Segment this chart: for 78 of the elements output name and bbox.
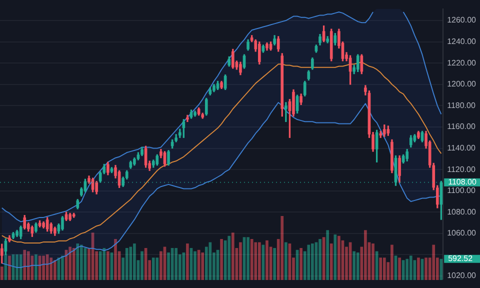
bar — [26, 251, 30, 280]
bar — [250, 239, 254, 280]
bar — [318, 239, 322, 280]
bar — [133, 244, 136, 280]
bar — [382, 258, 386, 280]
bar — [372, 244, 374, 280]
bar — [280, 216, 284, 280]
bar — [194, 251, 196, 280]
bar — [311, 244, 314, 280]
y-tick-label: 1100.00 — [447, 186, 476, 196]
bar — [424, 258, 428, 280]
bar — [156, 258, 159, 280]
bar — [114, 239, 117, 280]
bar — [98, 251, 102, 280]
bar — [338, 236, 340, 280]
bar — [80, 244, 83, 280]
bar — [76, 244, 80, 280]
bar — [239, 242, 242, 280]
ref-line-label: 1108.00 — [448, 178, 477, 187]
bar — [167, 252, 170, 280]
bar — [326, 230, 329, 280]
bar — [174, 248, 178, 280]
bar — [46, 254, 49, 280]
bar — [409, 256, 412, 280]
bar — [300, 248, 302, 280]
bar — [68, 246, 72, 280]
bar — [106, 251, 110, 280]
bar — [152, 258, 155, 280]
bar — [201, 252, 204, 280]
y-tick-label: 1220.00 — [447, 58, 477, 68]
bar — [50, 258, 53, 280]
bar — [34, 254, 38, 280]
y-tick-label: 1160.00 — [447, 122, 476, 132]
bar — [307, 244, 310, 280]
bar — [273, 248, 276, 280]
bar — [284, 242, 288, 280]
bar — [140, 251, 144, 280]
bar — [228, 236, 231, 280]
bar — [23, 250, 26, 280]
bar — [186, 244, 189, 280]
bar — [61, 256, 64, 280]
bar — [42, 256, 45, 280]
y-tick-label: 1020.00 — [447, 271, 477, 280]
bar — [0, 266, 4, 280]
bar — [129, 246, 132, 280]
bar — [72, 248, 76, 280]
bar — [432, 244, 436, 280]
bar — [356, 252, 360, 280]
bar — [246, 237, 250, 280]
y-tick-label: 1120.00 — [447, 164, 476, 174]
bar — [352, 251, 356, 280]
candlestick — [284, 102, 288, 122]
bar — [231, 232, 234, 280]
y-tick-label: 1060.00 — [447, 228, 477, 238]
bar — [330, 244, 333, 280]
bar — [125, 248, 128, 280]
y-tick-label: 1200.00 — [447, 80, 477, 89]
text: 592.52 — [448, 254, 474, 264]
bar — [364, 230, 367, 280]
bar — [334, 234, 337, 280]
y-tick-label: 1240.00 — [447, 37, 477, 46]
bar — [254, 242, 258, 280]
y-tick-label: 1180.00 — [447, 100, 476, 110]
bar — [8, 256, 11, 280]
bar — [266, 240, 268, 280]
bar — [379, 258, 382, 280]
bar — [220, 239, 223, 280]
y-tick-label: 1260.00 — [447, 16, 477, 25]
bar — [390, 244, 394, 280]
y-tick-label: 1080.00 — [447, 207, 477, 216]
bar — [258, 242, 261, 280]
bar — [417, 258, 420, 280]
bar — [16, 254, 18, 280]
bar — [398, 258, 401, 280]
y-tick-label: 1140.00 — [447, 143, 476, 152]
bar — [406, 258, 409, 280]
bar — [102, 248, 106, 280]
bar — [53, 260, 56, 280]
